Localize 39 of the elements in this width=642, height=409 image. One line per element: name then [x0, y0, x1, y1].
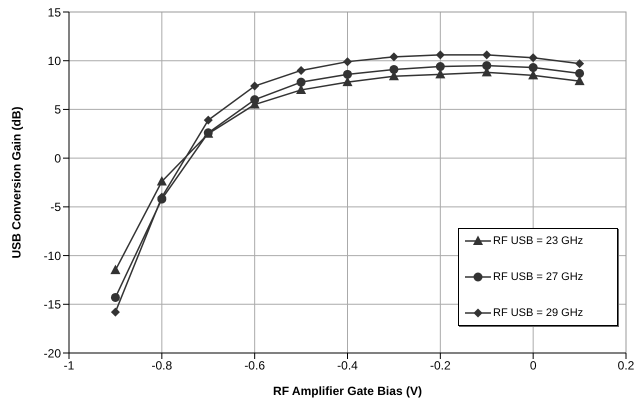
y-tick-label: 10 [48, 54, 62, 68]
x-tick-label: -1 [64, 358, 75, 373]
point [296, 66, 306, 75]
point [436, 50, 445, 60]
y-tick-label: -5 [50, 200, 62, 214]
legend-label: RF USB = 29 GHz [493, 307, 584, 319]
x-tick-label: -0.6 [244, 358, 266, 373]
x-tick-label: -0.4 [337, 358, 358, 373]
point [296, 78, 306, 87]
y-tick-label: -10 [44, 248, 62, 263]
y-tick-label: 0 [54, 151, 62, 166]
y-tick-label: 5 [54, 102, 62, 117]
point [575, 59, 584, 68]
point [436, 62, 445, 72]
y-tick-label: 15 [48, 5, 62, 20]
y-axis-title: USB Conversion Gain (dB) [9, 106, 24, 259]
point [482, 50, 492, 60]
point [575, 68, 584, 78]
point [389, 52, 398, 62]
point [528, 53, 538, 62]
x-tick-label: -0.2 [430, 358, 451, 373]
point [110, 308, 120, 317]
point [110, 292, 120, 302]
x-tick-label: 0 [530, 358, 537, 373]
y-tick-label: -15 [44, 298, 62, 312]
point [204, 116, 213, 125]
legend-label: RF USB = 27 GHz [493, 271, 584, 283]
legend-label: RF USB = 23 GHz [493, 235, 584, 247]
point [250, 82, 260, 91]
x-tick-label: 0.2 [618, 358, 635, 373]
y-tick-label: -20 [44, 346, 62, 360]
point [110, 264, 120, 274]
point [156, 176, 167, 186]
point [528, 63, 538, 72]
point [343, 57, 352, 66]
x-tick-label: -0.8 [151, 358, 172, 373]
point [343, 70, 352, 79]
x-axis-title: RF Amplifier Gate Bias (V) [273, 384, 422, 398]
point [389, 64, 398, 74]
